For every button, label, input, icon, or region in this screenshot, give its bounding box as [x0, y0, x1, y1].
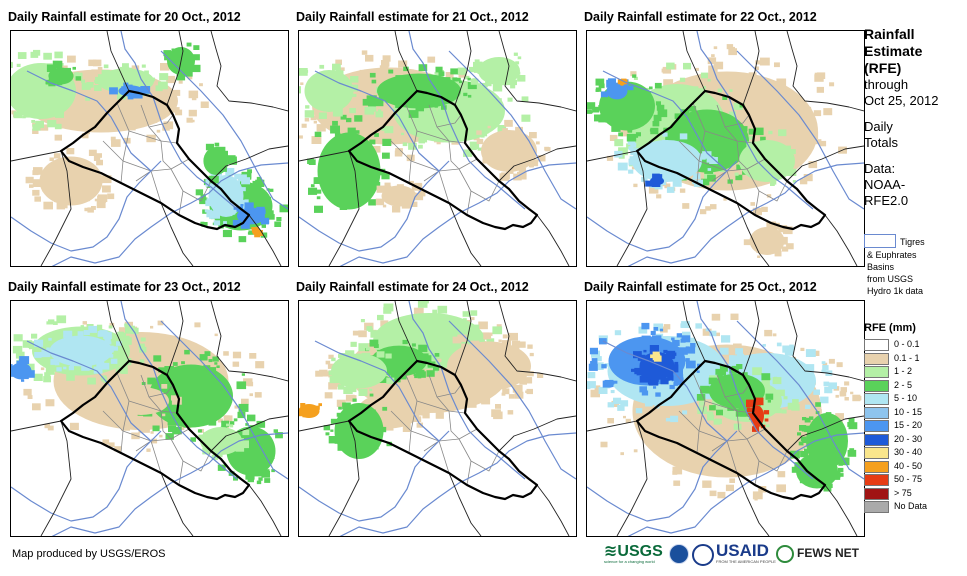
- legend-swatch: [864, 447, 889, 459]
- map-canvas: [11, 301, 288, 536]
- sidebar-daily: Daily: [864, 119, 893, 134]
- sidebar-data-label: Data:: [864, 161, 896, 176]
- rainfall-map-panel-3: Daily Rainfall estimate for 22 Oct., 201…: [584, 10, 865, 267]
- legend-label: > 75: [894, 487, 912, 498]
- country-border: [635, 89, 827, 231]
- fews-net-logo: FEWS NET: [776, 545, 859, 563]
- country-border: [347, 89, 539, 231]
- legend-item: 15 - 20: [864, 419, 964, 433]
- doi-seal-logo: [692, 544, 714, 566]
- panel-title: Daily Rainfall estimate for 25 Oct., 201…: [584, 280, 817, 294]
- rainfall-map-panel-4: Daily Rainfall estimate for 23 Oct., 201…: [8, 280, 289, 537]
- fews-net-emblem-icon: [776, 545, 794, 563]
- legend-label: 2 - 5: [894, 379, 913, 390]
- legend-label: 40 - 50: [894, 460, 923, 471]
- rainfall-map-panel-2: Daily Rainfall estimate for 21 Oct., 201…: [296, 10, 577, 267]
- legend-item: 5 - 10: [864, 392, 964, 406]
- legend-swatch: [864, 339, 889, 351]
- legend-label: 5 - 10: [894, 393, 918, 403]
- legend-label: No Data: [894, 501, 928, 511]
- legend-label: 0.1 - 1: [894, 352, 920, 363]
- map-canvas: [11, 31, 288, 266]
- agency-logos: ≋USGS science for a changing world USAID…: [604, 541, 859, 567]
- country-border: [347, 359, 539, 501]
- usaid-logo: USAID FROM THE AMERICAN PEOPLE: [716, 541, 776, 564]
- rainfall-map: [586, 30, 865, 267]
- legend-item: 1 - 2: [864, 365, 964, 379]
- legend-swatch: [864, 474, 889, 486]
- country-border: [59, 89, 251, 231]
- basin-label-1: Tigres: [900, 237, 925, 247]
- rainfall-map-panel-6: Daily Rainfall estimate for 25 Oct., 201…: [584, 280, 865, 537]
- rainfall-map-panel-5: Daily Rainfall estimate for 24 Oct., 201…: [296, 280, 577, 537]
- rfe-legend: RFE (mm) 0 - 0.1 0.1 - 1 1 - 2 2 - 5 5 - 10 1…: [864, 322, 964, 514]
- sidebar-totals: Totals: [864, 135, 898, 150]
- legend-label: 50 - 75: [894, 474, 923, 484]
- map-canvas: [299, 301, 576, 536]
- basin-label-3: Basins: [867, 262, 895, 272]
- legend-swatch: [864, 352, 889, 365]
- legend-swatch: [864, 406, 889, 419]
- map-canvas: [587, 31, 864, 266]
- legend-label: 30 - 40: [894, 447, 923, 457]
- basin-label-2: & Euphrates: [867, 250, 917, 260]
- rainfall-map: [298, 300, 577, 537]
- sidebar-heading-3: (RFE): [864, 60, 902, 76]
- legend-title: RFE (mm): [864, 322, 916, 334]
- usgs-logo: ≋USGS science for a changing world: [604, 543, 663, 564]
- legend-item: 10 - 15: [864, 406, 964, 420]
- map-canvas: [299, 31, 576, 266]
- panel-title: Daily Rainfall estimate for 21 Oct., 201…: [296, 10, 529, 24]
- sidebar-date: Oct 25, 2012: [864, 93, 939, 108]
- sidebar-through: through: [864, 77, 909, 92]
- legend-swatch: [864, 420, 889, 432]
- country-border: [635, 359, 827, 501]
- sidebar-data-source-2: RFE2.0: [864, 193, 909, 208]
- sidebar-heading-2: Estimate: [864, 43, 923, 59]
- basin-swatch: [864, 234, 896, 248]
- noaa-logo: [669, 544, 689, 564]
- sidebar-data-source-1: NOAA-: [864, 177, 906, 192]
- legend-item: 2 - 5: [864, 379, 964, 393]
- legend-item: 0 - 0.1: [864, 338, 964, 352]
- map-canvas: [587, 301, 864, 536]
- legend-item: 20 - 30: [864, 433, 964, 447]
- rainfall-map: [10, 30, 289, 267]
- legend-swatch: [864, 393, 889, 405]
- basin-label-5: Hydro 1k data: [867, 286, 924, 296]
- legend-item: > 75: [864, 487, 964, 501]
- rainfall-map: [10, 300, 289, 537]
- rainfall-map: [586, 300, 865, 537]
- legend-item: 50 - 75: [864, 473, 964, 487]
- legend-swatch: [864, 379, 889, 392]
- rainfall-map: [298, 30, 577, 267]
- rainfall-map-panel-1: Daily Rainfall estimate for 20 Oct., 201…: [8, 10, 289, 267]
- legend-label: 10 - 15: [894, 406, 923, 417]
- panel-title: Daily Rainfall estimate for 22 Oct., 201…: [584, 10, 817, 24]
- legend-item: 0.1 - 1: [864, 352, 964, 366]
- legend-swatch: [864, 433, 889, 446]
- legend-item: 30 - 40: [864, 446, 964, 460]
- legend-swatch: [864, 501, 889, 513]
- legend-swatch: [864, 487, 889, 500]
- country-border: [59, 359, 251, 501]
- sidebar-info: Rainfall Estimate (RFE) through Oct 25, …: [864, 26, 964, 209]
- legend-item: No Data: [864, 500, 964, 514]
- basin-label-4: from USGS: [867, 274, 914, 284]
- legend-item: 40 - 50: [864, 460, 964, 474]
- panel-title: Daily Rainfall estimate for 20 Oct., 201…: [8, 10, 241, 24]
- panel-title: Daily Rainfall estimate for 23 Oct., 201…: [8, 280, 241, 294]
- legend-label: 15 - 20: [894, 420, 923, 430]
- legend-label: 0 - 0.1: [894, 339, 920, 349]
- sidebar-heading-1: Rainfall: [864, 26, 915, 42]
- legend-label: 20 - 30: [894, 433, 923, 444]
- panel-title: Daily Rainfall estimate for 24 Oct., 201…: [296, 280, 529, 294]
- legend-swatch: [864, 460, 889, 473]
- map-credit: Map produced by USGS/EROS: [12, 548, 166, 560]
- legend-swatch: [864, 366, 889, 378]
- legend-label: 1 - 2: [894, 366, 913, 376]
